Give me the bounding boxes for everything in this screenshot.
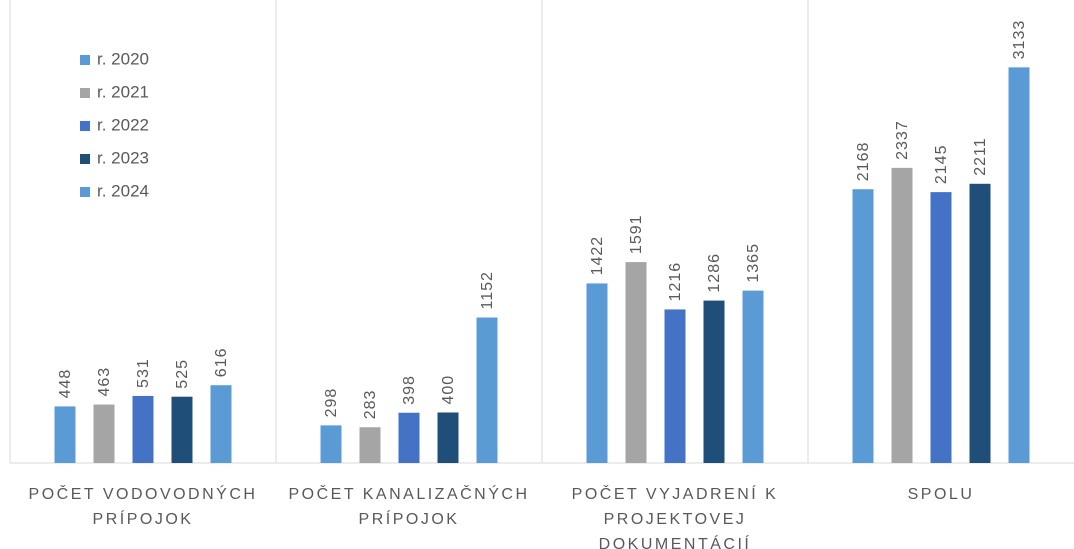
data-label: 448 xyxy=(57,369,74,399)
bar xyxy=(437,412,459,463)
legend-label: r. 2024 xyxy=(97,181,149,200)
data-label: 298 xyxy=(323,388,340,418)
bar xyxy=(476,317,498,463)
data-label: 2168 xyxy=(855,142,872,182)
data-label: 1286 xyxy=(706,253,723,293)
bar xyxy=(664,309,686,463)
legend-swatch xyxy=(80,55,90,65)
x-tick-label: SPOLU xyxy=(907,486,975,503)
data-label: 2337 xyxy=(894,120,911,160)
bar xyxy=(171,396,193,463)
bar xyxy=(930,192,952,464)
x-tick-label: POČET VODOVODNÝCH PRÍPOJOK xyxy=(28,486,258,528)
bar xyxy=(398,412,420,463)
bar xyxy=(625,262,647,463)
legend-label: r. 2020 xyxy=(97,49,149,68)
x-tick-label: POČET VYJADRENÍ K PROJEKTOVEJ DOKUMENTÁC… xyxy=(571,486,779,549)
data-label: 3133 xyxy=(1011,20,1028,60)
data-label: 1365 xyxy=(745,243,762,283)
legend-swatch xyxy=(80,88,90,98)
bar xyxy=(703,300,725,463)
legend-label: r. 2022 xyxy=(97,115,149,134)
data-label: 1216 xyxy=(667,262,684,302)
bar xyxy=(359,427,381,463)
bar xyxy=(210,385,232,463)
data-label: 531 xyxy=(135,358,152,388)
bar xyxy=(54,406,76,463)
data-label: 400 xyxy=(440,375,457,405)
legend-label: r. 2021 xyxy=(97,82,149,101)
legend-label: r. 2023 xyxy=(97,148,149,167)
bar xyxy=(969,183,991,463)
data-label: 2211 xyxy=(972,137,989,175)
data-label: 1422 xyxy=(589,236,606,276)
data-label: 616 xyxy=(213,348,230,378)
data-label: 463 xyxy=(96,367,113,397)
bar xyxy=(852,189,874,463)
data-label: 525 xyxy=(174,359,191,389)
x-tick-label: POČET KANALIZAČNÝCH PRÍPOJOK xyxy=(288,486,530,528)
bar xyxy=(320,425,342,463)
legend-swatch xyxy=(80,121,90,131)
data-label: 283 xyxy=(362,390,379,420)
data-label: 2145 xyxy=(933,145,950,185)
bar xyxy=(93,404,115,463)
bar xyxy=(891,167,913,463)
data-label: 1591 xyxy=(628,214,645,254)
bar xyxy=(586,283,608,463)
data-label: 1152 xyxy=(479,271,496,309)
legend-swatch xyxy=(80,154,90,164)
data-label: 398 xyxy=(401,375,418,405)
legend-swatch xyxy=(80,187,90,197)
bar xyxy=(132,395,154,463)
bar xyxy=(742,290,764,463)
bar xyxy=(1008,67,1030,463)
